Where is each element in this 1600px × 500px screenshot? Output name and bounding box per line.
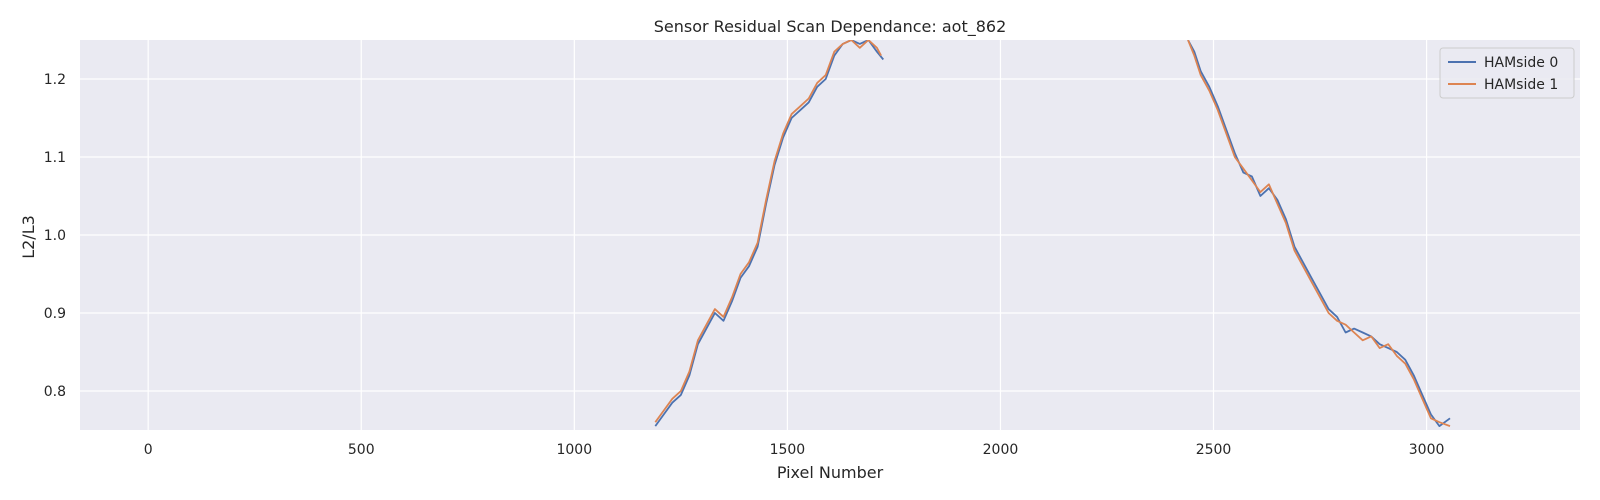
- series-lines: [654, 40, 1451, 427]
- x-tick-labels: 0 500 1000 1500 2000 2500 3000: [144, 442, 1445, 458]
- y-gridlines: [80, 78, 1580, 392]
- x-tick-label: 3000: [1409, 442, 1445, 458]
- x-tick-label: 1000: [556, 442, 592, 458]
- legend[interactable]: HAMside 0 HAMside 1: [1439, 47, 1575, 99]
- x-tick-label: 2000: [983, 442, 1019, 458]
- y-tick-label: 1.2: [44, 72, 66, 88]
- y-tick-labels: 0.8 0.9 1.0 1.1 1.2: [44, 72, 66, 400]
- legend-frame: [1439, 47, 1575, 99]
- x-tick-label: 500: [348, 442, 375, 458]
- y-tick-label: 1.1: [44, 150, 66, 166]
- chart-title: Sensor Residual Scan Dependance: aot_862: [654, 17, 1007, 37]
- x-axis-label: Pixel Number: [777, 463, 884, 482]
- y-tick-label: 0.8: [44, 384, 66, 400]
- x-tick-label: 2500: [1196, 442, 1232, 458]
- y-axis-label: L2/L3: [19, 215, 38, 259]
- x-tick-label: 0: [144, 442, 153, 458]
- series-line-1: [654, 40, 1451, 427]
- y-tick-label: 0.9: [44, 306, 66, 322]
- legend-label: HAMside 0: [1484, 55, 1558, 71]
- x-tick-label: 1500: [770, 442, 806, 458]
- legend-label: HAMside 1: [1484, 77, 1558, 93]
- y-tick-label: 1.0: [44, 228, 66, 244]
